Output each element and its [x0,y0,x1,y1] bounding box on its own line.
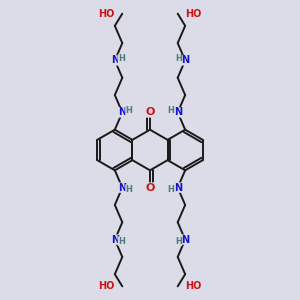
Text: H: H [168,184,175,194]
Text: H: H [125,106,132,116]
Text: H: H [168,106,175,116]
Text: HO: HO [98,281,115,291]
Text: N: N [174,107,182,117]
Text: N: N [118,183,126,193]
Text: H: H [125,184,132,194]
Text: H: H [175,54,182,63]
Text: O: O [145,107,155,117]
Text: N: N [118,107,126,117]
Text: HO: HO [185,9,202,19]
Text: N: N [181,235,189,244]
Text: N: N [174,183,182,193]
Text: H: H [118,54,125,63]
Text: N: N [111,235,119,244]
Text: N: N [111,56,119,65]
Text: HO: HO [98,9,115,19]
Text: HO: HO [185,281,202,291]
Text: H: H [175,237,182,246]
Text: H: H [118,237,125,246]
Text: O: O [145,183,155,193]
Text: N: N [181,56,189,65]
